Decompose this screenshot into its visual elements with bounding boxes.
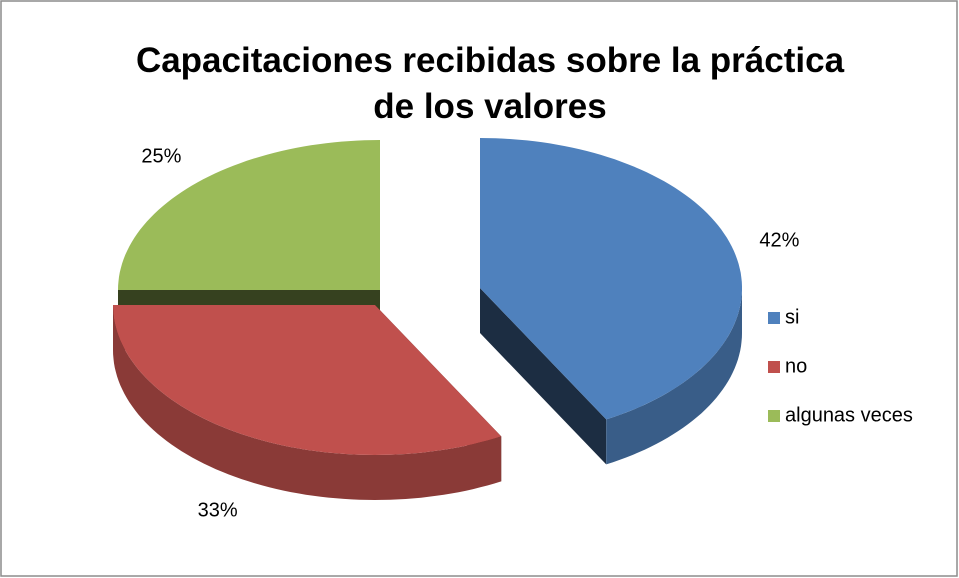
- slice: [113, 305, 502, 455]
- legend-label: algunas veces: [785, 404, 913, 426]
- legend-swatch: [768, 361, 780, 373]
- legend-swatch: [768, 312, 780, 324]
- slice-side: [606, 288, 742, 465]
- slice-face: [480, 288, 607, 465]
- legend-label: si: [785, 306, 799, 328]
- legend-label: no: [785, 355, 807, 377]
- slice: [118, 140, 380, 290]
- legend-swatch: [768, 410, 780, 422]
- data-label: 42%: [759, 230, 799, 252]
- slice-side: [113, 305, 502, 500]
- slice: [480, 138, 742, 420]
- data-label: 25%: [141, 146, 181, 168]
- chart-title: Capacitaciones recibidas sobre la prácti…: [135, 41, 845, 126]
- data-label: 33%: [198, 500, 238, 522]
